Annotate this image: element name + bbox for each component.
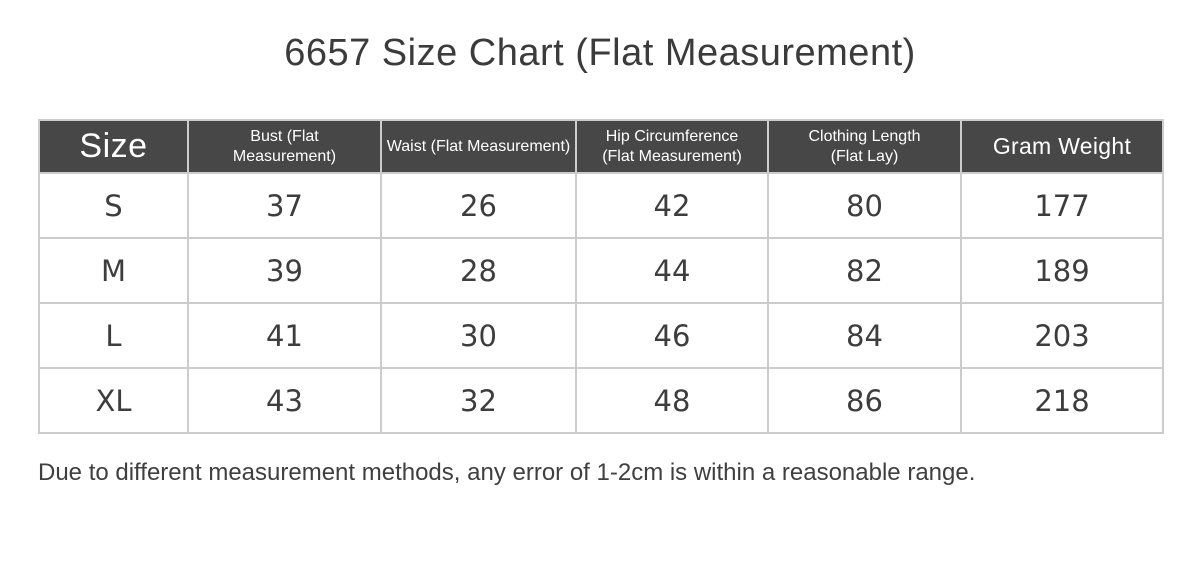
table-cell: 86	[767, 367, 962, 434]
table-row-s: S 37 26 42 80 177	[38, 172, 1164, 239]
table-body: S 37 26 42 80 177 M 39 28 44 82 189 L 41…	[38, 172, 1164, 434]
table-cell: 30	[380, 302, 577, 369]
header-cell-bust: Bust (Flat Measurement)	[187, 119, 382, 174]
table-header: Size Bust (Flat Measurement) Waist (Flat…	[38, 119, 1164, 174]
footer-note: Due to different measurement methods, an…	[38, 459, 976, 486]
table-row-m: M 39 28 44 82 189	[38, 237, 1164, 304]
cell-size-label: S	[38, 172, 189, 239]
header-cell-clothing-length: Clothing Length (Flat Lay)	[767, 119, 962, 174]
size-chart-table: Size Bust (Flat Measurement) Waist (Flat…	[38, 119, 1164, 434]
table-cell: 177	[960, 172, 1164, 239]
header-cell-waist: Waist (Flat Measurement)	[380, 119, 577, 174]
table-row-l: L 41 30 46 84 203	[38, 302, 1164, 369]
table-cell: 44	[575, 237, 769, 304]
page-title: 6657 Size Chart (Flat Measurement)	[284, 32, 916, 74]
table-cell: 203	[960, 302, 1164, 369]
table-cell: 218	[960, 367, 1164, 434]
table-cell: 41	[187, 302, 382, 369]
size-chart-table-container: Size Bust (Flat Measurement) Waist (Flat…	[38, 119, 1164, 434]
cell-size-label: L	[38, 302, 189, 369]
table-cell: 28	[380, 237, 577, 304]
table-row-xl: XL 43 32 48 86 218	[38, 367, 1164, 434]
cell-size-label: M	[38, 237, 189, 304]
table-cell: 26	[380, 172, 577, 239]
table-cell: 32	[380, 367, 577, 434]
table-cell: 39	[187, 237, 382, 304]
table-cell: 84	[767, 302, 962, 369]
table-cell: 42	[575, 172, 769, 239]
table-cell: 189	[960, 237, 1164, 304]
table-cell: 37	[187, 172, 382, 239]
table-cell: 48	[575, 367, 769, 434]
header-cell-hip: Hip Circumference (Flat Measurement)	[575, 119, 769, 174]
table-cell: 80	[767, 172, 962, 239]
table-cell: 82	[767, 237, 962, 304]
table-cell: 43	[187, 367, 382, 434]
header-cell-size: Size	[38, 119, 189, 174]
header-cell-gram-weight: Gram Weight	[960, 119, 1164, 174]
table-cell: 46	[575, 302, 769, 369]
header-row: Size Bust (Flat Measurement) Waist (Flat…	[38, 119, 1164, 174]
cell-size-label: XL	[38, 367, 189, 434]
